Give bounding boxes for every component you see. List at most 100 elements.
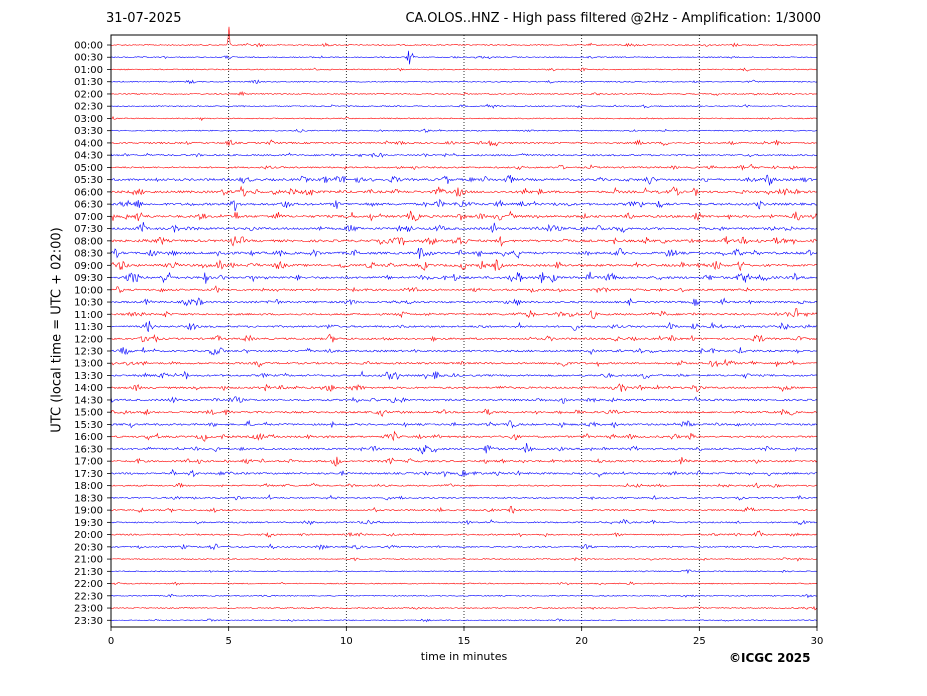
y-tick-label: 10:30: [74, 298, 103, 309]
y-tick-label: 23:00: [74, 604, 103, 615]
y-axis-label: UTC (local time = UTC + 02:00): [49, 227, 65, 433]
trace-row: [110, 285, 818, 294]
trace-row: [110, 185, 818, 197]
y-tick-label: 00:30: [74, 53, 103, 64]
trace-row: [110, 50, 818, 65]
trace-row: [110, 419, 818, 429]
y-tick-label: 02:00: [74, 89, 103, 100]
y-tick-label: 05:30: [74, 175, 103, 186]
x-tick-label: 15: [458, 636, 471, 647]
trace-row: [110, 152, 818, 158]
y-tick-label: 09:30: [74, 273, 103, 284]
y-tick-label: 15:00: [74, 408, 103, 419]
y-tick-label: 03:30: [74, 126, 103, 137]
x-tick-label: 5: [225, 636, 231, 647]
trace-row: [110, 618, 818, 623]
trace-row: [110, 408, 818, 417]
trace-row: [110, 163, 818, 171]
trace-row: [110, 271, 818, 284]
x-axis-ticks: 0 5 10 15 20 25 30: [108, 627, 824, 647]
trace-row: [110, 128, 818, 133]
trace-row: [110, 333, 818, 343]
y-tick-label: 07:00: [74, 212, 103, 223]
trace-row: [110, 530, 818, 538]
y-tick-label: 20:30: [74, 542, 103, 553]
copyright: ©ICGC 2025: [729, 651, 811, 665]
y-tick-label: 18:00: [74, 481, 103, 492]
trace-row: [110, 505, 818, 514]
y-tick-label: 01:30: [74, 77, 103, 88]
y-tick-label: 07:30: [74, 224, 103, 235]
x-tick-label: 10: [340, 636, 353, 647]
trace-row: [110, 456, 818, 467]
y-tick-label: 13:00: [74, 359, 103, 370]
y-tick-label: 04:30: [74, 151, 103, 162]
y-tick-label: 13:30: [74, 371, 103, 382]
trace-rows: [110, 26, 818, 623]
trace-row: [110, 383, 818, 393]
trace-row: [110, 79, 818, 85]
y-tick-label: 19:00: [74, 506, 103, 517]
trace-row: [110, 259, 818, 272]
trace-row: [110, 593, 818, 599]
trace-row: [110, 297, 818, 307]
y-tick-label: 21:00: [74, 555, 103, 566]
trace-row: [110, 26, 818, 48]
y-tick-label: 23:30: [74, 616, 103, 627]
y-tick-label: 12:30: [74, 347, 103, 358]
y-tick-label: 17:30: [74, 469, 103, 480]
y-tick-label: 06:30: [74, 200, 103, 211]
trace-row: [110, 581, 818, 586]
trace-row: [110, 370, 818, 381]
y-tick-label: 04:00: [74, 138, 103, 149]
trace-row: [110, 174, 818, 186]
y-tick-label: 21:30: [74, 567, 103, 578]
y-tick-label: 16:00: [74, 432, 103, 443]
x-tick-label: 0: [108, 636, 114, 647]
trace-row: [110, 308, 818, 320]
trace-row: [110, 198, 818, 212]
trace-row: [110, 569, 818, 574]
trace-row: [110, 210, 818, 222]
date-label: 31-07-2025: [106, 11, 182, 26]
y-tick-label: 11:30: [74, 322, 103, 333]
trace-row: [110, 443, 818, 455]
trace-row: [110, 543, 818, 551]
trace-row: [110, 67, 818, 72]
x-tick-label: 30: [811, 636, 824, 647]
trace-row: [110, 605, 818, 611]
y-tick-label: 18:30: [74, 493, 103, 504]
x-axis-label: time in minutes: [420, 650, 508, 663]
chart-title: CA.OLOS..HNZ - High pass filtered @2Hz -…: [405, 11, 821, 26]
trace-row: [110, 103, 818, 109]
trace-row: [110, 519, 818, 526]
trace-row: [110, 347, 818, 356]
y-tick-label: 22:00: [74, 579, 103, 590]
trace-row: [110, 494, 818, 501]
y-tick-label: 11:00: [74, 310, 103, 321]
trace-row: [110, 557, 818, 562]
y-tick-label: 20:00: [74, 530, 103, 541]
trace-row: [110, 221, 818, 234]
trace-row: [110, 358, 818, 368]
trace-row: [110, 430, 818, 442]
trace-row: [110, 236, 818, 247]
x-tick-label: 20: [575, 636, 588, 647]
trace-row: [110, 91, 818, 97]
y-tick-label: 01:00: [74, 65, 103, 76]
trace-row: [110, 116, 818, 122]
gridlines: [228, 35, 700, 627]
y-tick-label: 19:30: [74, 518, 103, 529]
y-tick-label: 06:00: [74, 187, 103, 198]
y-tick-label: 08:30: [74, 249, 103, 260]
y-tick-label: 10:00: [74, 285, 103, 296]
y-tick-label: 22:30: [74, 591, 103, 602]
trace-row: [110, 139, 818, 147]
y-tick-label: 16:30: [74, 444, 103, 455]
y-tick-label: 00:00: [74, 41, 103, 52]
y-tick-label: 02:30: [74, 102, 103, 113]
y-tick-label: 12:00: [74, 334, 103, 345]
trace-row: [110, 320, 818, 332]
